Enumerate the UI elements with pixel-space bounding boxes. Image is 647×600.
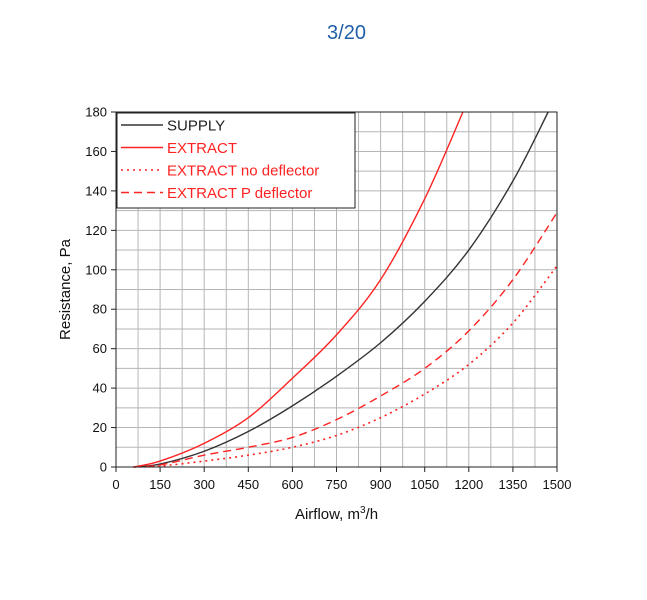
- series-line: [133, 265, 558, 468]
- x-tick-label: 750: [326, 477, 348, 492]
- x-tick-label: 1500: [543, 477, 572, 492]
- legend: SUPPLY EXTRACT EXTRACT no deflector EXTRACT…: [116, 112, 356, 209]
- legend-label: SUPPLY: [167, 118, 225, 135]
- x-tick-label: 450: [237, 477, 259, 492]
- x-tick-label: 600: [282, 477, 304, 492]
- x-tick-label: 1350: [498, 477, 527, 492]
- y-tick-label: 80: [93, 302, 107, 317]
- y-tick-label: 40: [93, 381, 107, 396]
- y-tick-label: 60: [93, 341, 107, 356]
- x-tick-label: 1050: [410, 477, 439, 492]
- legend-label: EXTRACT: [167, 140, 237, 157]
- y-tick-label: 20: [93, 420, 107, 435]
- series-line: [133, 212, 558, 468]
- legend-box: [116, 112, 356, 209]
- axis-ticks: 0 150 300 450 600 750 900 1050 1200 1350 1500 0 20 40…: [85, 105, 571, 493]
- x-tick-label: 0: [112, 477, 119, 492]
- series-line: [133, 111, 464, 468]
- y-tick-label: 120: [85, 223, 107, 238]
- y-tick-label: 100: [85, 262, 107, 277]
- x-tick-label: 900: [370, 477, 392, 492]
- y-tick-label: 140: [85, 183, 107, 198]
- series-lines: [133, 111, 558, 468]
- x-tick-label: 150: [149, 477, 171, 492]
- y-axis-title: Resistance, Pa: [57, 238, 74, 340]
- legend-label: EXTRACT no deflector: [167, 163, 319, 180]
- x-axis-title: Airflow, m3/h: [295, 505, 378, 523]
- y-tick-label: 0: [100, 460, 107, 475]
- x-tick-label: 1200: [454, 477, 483, 492]
- page-indicator: 3/20: [327, 22, 366, 44]
- y-tick-label: 160: [85, 144, 107, 159]
- legend-label: EXTRACT P deflector: [167, 185, 312, 202]
- series-line: [133, 111, 549, 468]
- y-tick-label: 180: [85, 105, 107, 120]
- x-tick-label: 300: [193, 477, 215, 492]
